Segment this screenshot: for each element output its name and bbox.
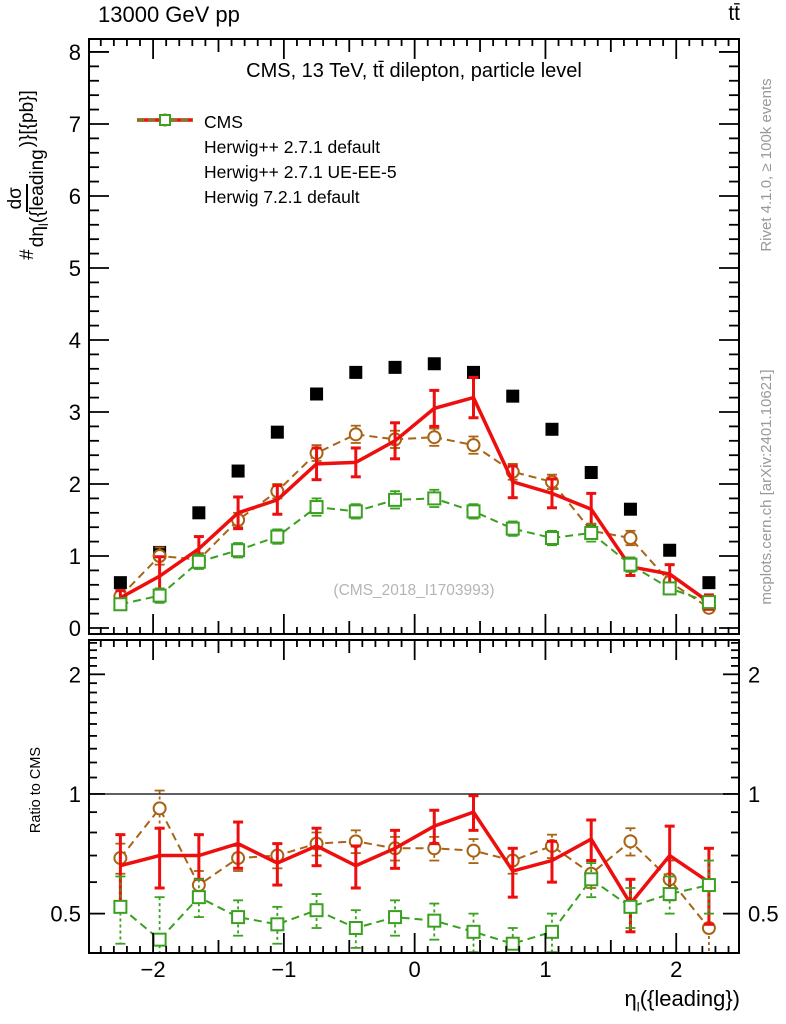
svg-text:0: 0 xyxy=(409,957,421,982)
svg-text:0: 0 xyxy=(69,616,81,641)
svg-text:5: 5 xyxy=(69,256,81,281)
analysis-id-watermark: (CMS_2018_I1703993) xyxy=(333,582,495,599)
legend-label: CMS xyxy=(204,112,243,132)
legend-label: Herwig++ 2.7.1 UE-EE-5 xyxy=(204,162,397,182)
legend: CMS Herwig++ 2.7.1 default Herwig++ 2.7.… xyxy=(136,110,397,210)
svg-text:7: 7 xyxy=(69,112,81,137)
y-axis-title-numerator: dσ xyxy=(5,184,28,213)
svg-text:2: 2 xyxy=(748,662,760,687)
svg-text:2: 2 xyxy=(670,957,682,982)
legend-label: Herwig 7.2.1 default xyxy=(204,187,360,207)
svg-text:2: 2 xyxy=(69,472,81,497)
mcplots-credit-note: mcplots.cern.ch [arXiv:2401.10621] xyxy=(757,369,775,605)
rivet-version-note: Rivet 4.1.0, ≥ 100k events xyxy=(757,78,775,252)
process-label: tt̄ xyxy=(728,2,740,25)
y-axis-title-fraction: dσ dηl({leading xyxy=(5,149,51,248)
beam-energy-label: 13000 GeV pp xyxy=(98,2,240,27)
svg-text:0.5: 0.5 xyxy=(50,902,81,927)
legend-item-herwig721: Herwig 7.2.1 default xyxy=(136,114,397,210)
y-axis-title: # dσ dηl({leading )}[{pb}] xyxy=(0,25,58,325)
svg-text:1: 1 xyxy=(69,544,81,569)
svg-text:6: 6 xyxy=(69,184,81,209)
svg-text:2: 2 xyxy=(69,662,81,687)
y-axis-title-prefix: # xyxy=(17,249,38,260)
legend-item-herwigpp-ueee5: Herwig++ 2.7.1 UE-EE-5 xyxy=(136,118,397,185)
svg-text:1: 1 xyxy=(539,957,551,982)
y-axis-title-suffix: )}[{pb}] xyxy=(17,90,38,148)
plot-title: CMS, 13 TeV, tt̄ dilepton, particle leve… xyxy=(246,60,582,82)
svg-text:3: 3 xyxy=(69,400,81,425)
svg-text:1: 1 xyxy=(69,782,81,807)
svg-text:−2: −2 xyxy=(141,957,166,982)
legend-label: Herwig++ 2.7.1 default xyxy=(204,137,381,157)
ratio-axis-title: Ratio to CMS xyxy=(28,746,44,834)
legend-item-herwigpp-default: Herwig++ 2.7.1 default xyxy=(136,113,397,160)
svg-text:8: 8 xyxy=(69,40,81,65)
y-axis-title-denominator: dηl({leading xyxy=(26,149,51,248)
svg-text:4: 4 xyxy=(69,328,81,353)
svg-text:0.5: 0.5 xyxy=(748,902,779,927)
x-axis-title: ηl({leading}) xyxy=(624,986,740,1015)
svg-text:−1: −1 xyxy=(271,957,296,982)
svg-text:1: 1 xyxy=(748,782,760,807)
